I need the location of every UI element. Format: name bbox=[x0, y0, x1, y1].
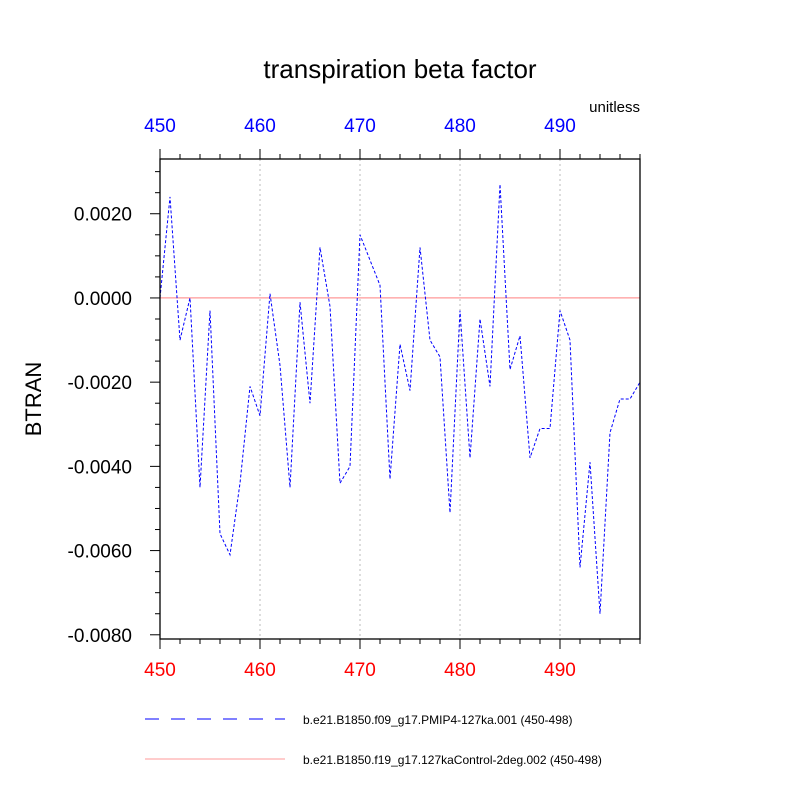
y-axis-label: BTRAN bbox=[21, 362, 46, 437]
y-tick-label: 0.0000 bbox=[74, 289, 132, 310]
top-x-tick-label: 490 bbox=[544, 116, 576, 137]
x-tick-label: 480 bbox=[444, 660, 476, 681]
x-tick-label: 470 bbox=[344, 660, 376, 681]
series-layer bbox=[159, 184, 641, 614]
units-label: unitless bbox=[589, 99, 640, 116]
y-tick-label: 0.0020 bbox=[74, 205, 132, 226]
y-tick-label: -0.0020 bbox=[68, 373, 132, 394]
y-tick-label: -0.0040 bbox=[68, 457, 132, 478]
x-tick-label: 460 bbox=[244, 660, 276, 681]
x-tick-label: 450 bbox=[144, 660, 176, 681]
tick-labels: 450 450 460 460 470 470 480 480 490 490 0.0020 0.00… bbox=[68, 116, 576, 681]
axis-ticks bbox=[150, 149, 641, 649]
x-tick-label: 490 bbox=[544, 660, 576, 681]
top-x-tick-label: 460 bbox=[244, 116, 276, 137]
legend-label: b.e21.B1850.f19_g17.127kaControl-2deg.00… bbox=[303, 753, 602, 767]
series-line-pmip bbox=[159, 184, 641, 614]
grid-lines bbox=[259, 159, 561, 639]
legend-label: b.e21.B1850.f09_g17.PMIP4-127ka.001 (450… bbox=[303, 713, 573, 727]
plot-frame bbox=[159, 158, 641, 640]
top-x-tick-label: 450 bbox=[144, 116, 176, 137]
y-tick-label: -0.0080 bbox=[68, 626, 132, 647]
top-x-tick-label: 480 bbox=[444, 116, 476, 137]
legend: b.e21.B1850.f09_g17.PMIP4-127ka.001 (450… bbox=[145, 713, 602, 767]
top-x-tick-label: 470 bbox=[344, 116, 376, 137]
y-tick-label: -0.0060 bbox=[68, 542, 132, 563]
chart-title: transpiration beta factor bbox=[263, 54, 536, 84]
